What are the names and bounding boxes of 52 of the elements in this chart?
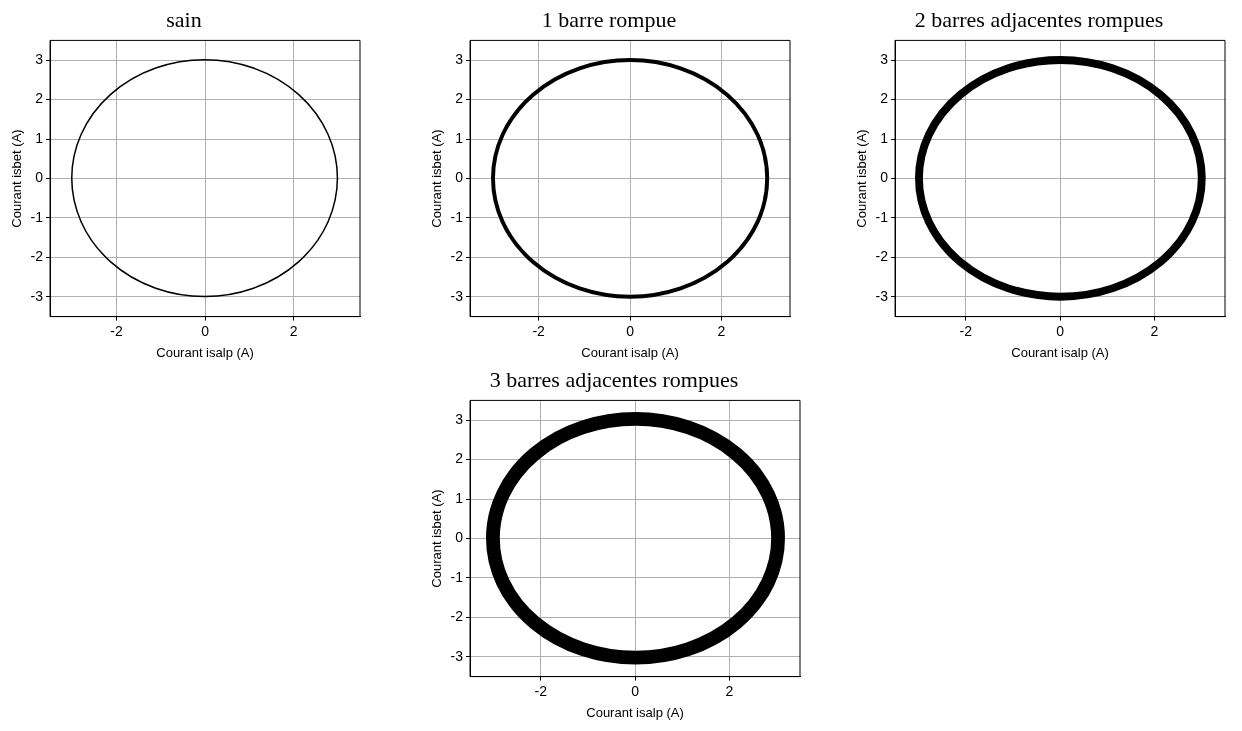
x-tick-label: 0: [626, 322, 635, 339]
y-tick-label: -2: [450, 608, 464, 625]
chart-title: 1 barre rompue: [541, 6, 677, 32]
x-axis-title: Courant isalp (A): [586, 704, 684, 720]
y-tick-label: -1: [450, 208, 464, 225]
y-tick-label: 1: [455, 489, 464, 506]
x-tick-label: 0: [201, 322, 210, 339]
y-tick-label: -1: [30, 208, 44, 225]
y-axis-title: Courant isbet (A): [429, 489, 445, 588]
y-tick-label: 0: [880, 169, 889, 186]
y-tick-label: 1: [35, 129, 44, 146]
y-tick-label: 2: [880, 90, 889, 107]
y-axis-title: Courant isbet (A): [9, 129, 25, 228]
y-tick-label: 2: [35, 90, 44, 107]
chart-title: 2 barres adjacentes rompues: [914, 6, 1164, 32]
x-tick-label: 2: [289, 322, 298, 339]
y-tick-label: -2: [30, 248, 44, 265]
y-tick-label: -1: [875, 208, 889, 225]
x-tick-label: 2: [717, 322, 726, 339]
x-tick-label: -2: [110, 322, 123, 339]
x-axis-title: Courant isalp (A): [581, 344, 679, 360]
y-tick-label: 2: [455, 450, 464, 467]
x-tick-label: -2: [532, 322, 546, 339]
y-tick-label: 3: [455, 50, 464, 67]
x-tick-label: 2: [1150, 322, 1159, 339]
y-axis-title: Courant isbet (A): [429, 129, 445, 228]
y-tick-label: 0: [35, 169, 44, 186]
chart-title: 3 barres adjacentes rompues: [489, 366, 739, 392]
y-tick-label: -2: [875, 248, 889, 265]
y-tick-label: -2: [450, 248, 464, 265]
y-tick-label: -3: [30, 287, 44, 304]
y-tick-label: 1: [455, 129, 464, 146]
y-tick-label: 3: [455, 410, 464, 427]
x-tick-label: -2: [534, 682, 548, 699]
y-tick-label: -1: [450, 568, 464, 585]
y-tick-label: 0: [455, 169, 464, 186]
x-tick-label: 0: [631, 682, 640, 699]
y-tick-label: -3: [450, 647, 464, 664]
chart-title: sain: [166, 6, 202, 32]
x-axis-title: Courant isalp (A): [1011, 344, 1109, 360]
y-axis-title: Courant isbet (A): [854, 129, 870, 228]
x-tick-label: 2: [725, 682, 734, 699]
y-tick-label: -3: [875, 287, 889, 304]
y-tick-label: 1: [880, 129, 889, 146]
y-tick-label: 3: [880, 50, 889, 67]
y-tick-label: -3: [450, 287, 464, 304]
x-tick-label: -2: [959, 322, 973, 339]
y-tick-label: 2: [455, 90, 464, 107]
x-tick-label: 0: [1056, 322, 1065, 339]
y-tick-label: 3: [35, 50, 44, 67]
x-axis-title: Courant isalp (A): [156, 344, 254, 360]
y-tick-label: 0: [455, 529, 464, 546]
